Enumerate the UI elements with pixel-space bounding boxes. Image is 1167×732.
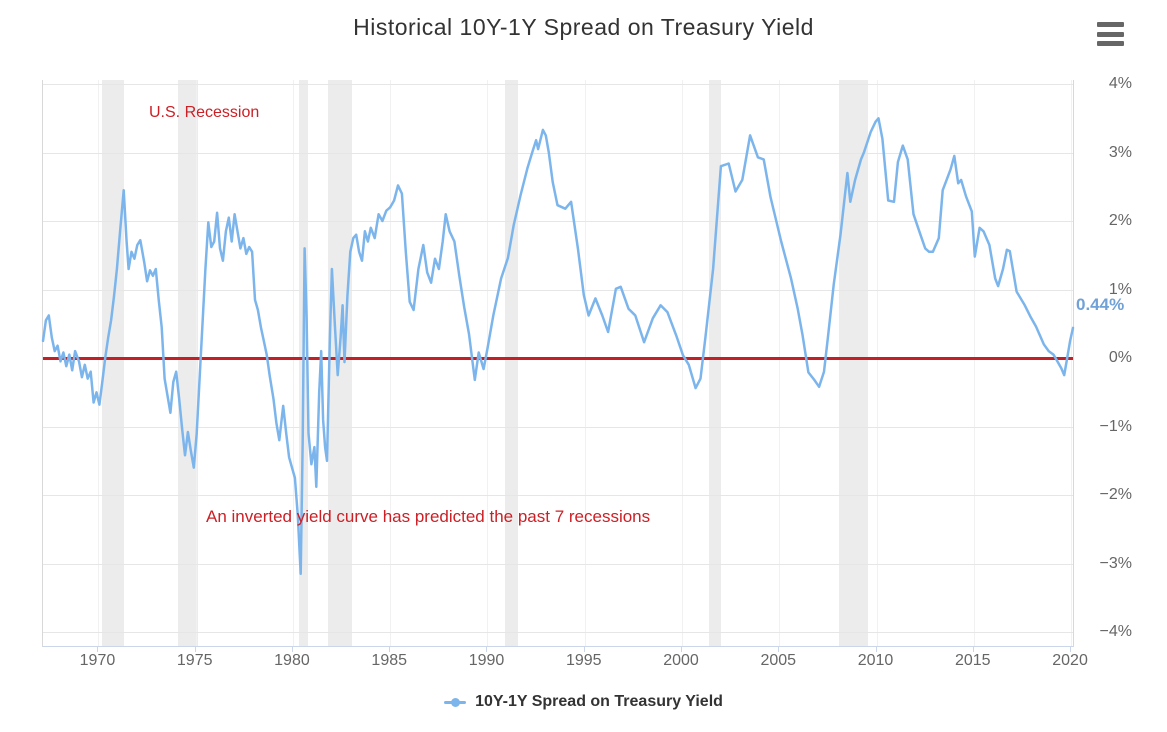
y-tick-label: −2% [1099, 486, 1132, 503]
h-gridline [43, 632, 1073, 633]
y-tick-label: 2% [1108, 212, 1132, 229]
x-tick-mark [389, 646, 391, 652]
h-gridline [43, 84, 1073, 85]
v-gridline [584, 80, 586, 646]
v-gridline [98, 80, 100, 646]
chart-title: Historical 10Y-1Y Spread on Treasury Yie… [353, 14, 814, 40]
h-gridline [43, 495, 1073, 496]
v-gridline [682, 80, 683, 646]
x-tick-label: 2010 [857, 652, 894, 669]
h-gridline [43, 221, 1073, 222]
v-gridline [390, 80, 392, 646]
recession-band [327, 80, 353, 646]
y-tick-label: 0% [1108, 349, 1132, 366]
recession-band [709, 80, 721, 646]
x-tick-label: 2005 [760, 652, 797, 669]
x-tick-label: 2015 [954, 652, 991, 669]
hamburger-icon [1097, 22, 1124, 27]
v-gridline [487, 80, 489, 646]
hamburger-icon [1097, 31, 1124, 37]
x-tick-label: 2020 [1052, 652, 1088, 669]
y-tick-label: 3% [1108, 143, 1132, 161]
x-tick-mark [486, 646, 488, 652]
x-tick-mark [1070, 646, 1072, 652]
legend-item-spread-series[interactable]: 10Y-1Y Spread on Treasury Yield [444, 693, 723, 711]
v-gridline [1071, 80, 1073, 646]
x-tick-mark [681, 646, 682, 652]
x-tick-mark [97, 646, 99, 652]
v-gridline [195, 80, 197, 646]
series-line [41, 117, 1075, 576]
y-tick-label: 4% [1108, 75, 1132, 92]
x-tick-label: 1980 [274, 652, 310, 669]
export-menu-button[interactable] [1097, 22, 1127, 46]
line-marker-icon [444, 697, 467, 707]
x-tick-mark [194, 646, 196, 652]
y-tick-label: −3% [1099, 554, 1132, 572]
legend-label: 10Y-1Y Spread on Treasury Yield [475, 693, 723, 710]
plot-area[interactable]: U.S. Recession An inverted yield curve h… [41, 80, 1075, 647]
v-gridline [876, 80, 878, 646]
x-tick-mark [583, 646, 585, 652]
v-gridline [292, 80, 294, 646]
h-gridline [43, 426, 1073, 428]
recession-annotation: U.S. Recession [149, 104, 260, 121]
y-tick-label: 1% [1108, 280, 1132, 298]
x-tick-label: 2000 [663, 652, 699, 669]
h-gridline [43, 289, 1073, 291]
x-tick-mark [291, 646, 293, 652]
h-gridline [43, 563, 1073, 565]
x-tick-label: 1970 [79, 652, 116, 669]
legend: 10Y-1Y Spread on Treasury Yield [0, 693, 1167, 711]
last-value-label: 0.44% [1076, 295, 1125, 314]
hamburger-icon [1097, 41, 1124, 46]
v-gridline [973, 80, 975, 646]
x-tick-label: 1975 [176, 652, 213, 669]
h-gridline [43, 152, 1073, 154]
x-tick-mark [875, 646, 877, 652]
v-gridline [779, 80, 781, 646]
y-tick-label: −1% [1099, 417, 1132, 435]
recession-band [838, 80, 868, 646]
x-tick-label: 1990 [468, 652, 505, 669]
inversion-annotation: An inverted yield curve has predicted th… [206, 507, 651, 526]
x-tick-mark [778, 646, 780, 652]
x-tick-mark [972, 646, 974, 652]
zero-plot-line [43, 357, 1073, 360]
x-tick-label: 1995 [565, 652, 602, 669]
y-tick-label: −4% [1099, 623, 1132, 640]
x-tick-label: 1985 [371, 652, 408, 669]
